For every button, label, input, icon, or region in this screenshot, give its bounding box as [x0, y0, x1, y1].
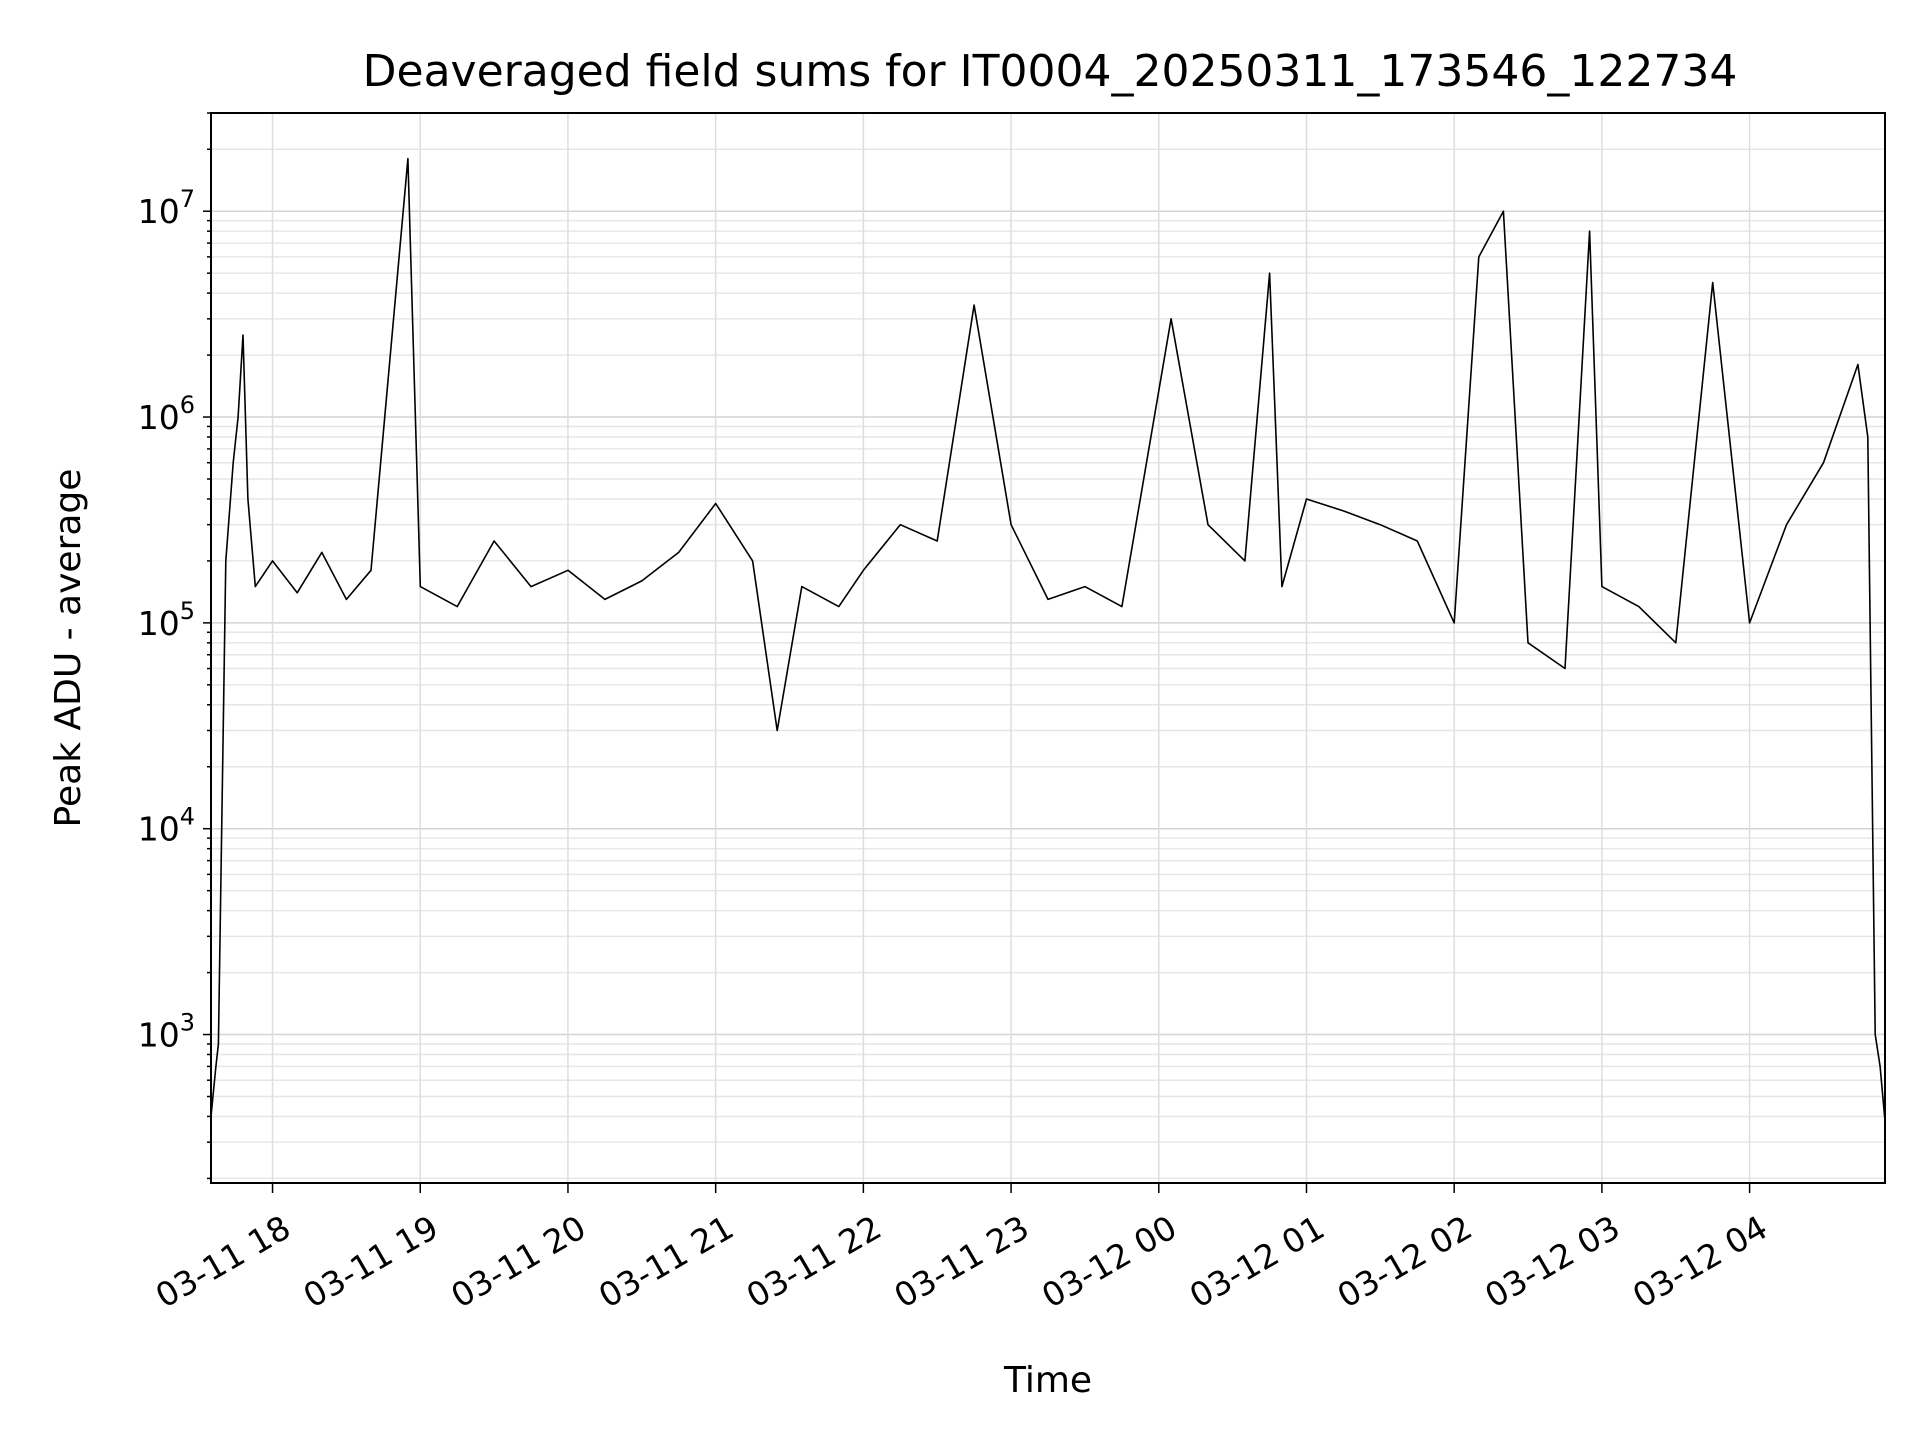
plot-frame [210, 112, 1886, 1184]
series-line [210, 157, 1886, 1122]
y-tick-label: 107 [138, 185, 195, 231]
y-tick-label: 103 [138, 1009, 195, 1055]
y-axis-label: Peak ADU - average [48, 469, 89, 828]
y-tick-label: 105 [138, 597, 195, 643]
series-layer [210, 157, 1886, 1122]
y-tick-label: 104 [138, 803, 195, 849]
x-axis-label: Time [1003, 1360, 1092, 1401]
y-tick-label: 106 [138, 391, 195, 437]
chart-title: Deaveraged field sums for IT0004_2025031… [363, 46, 1738, 97]
